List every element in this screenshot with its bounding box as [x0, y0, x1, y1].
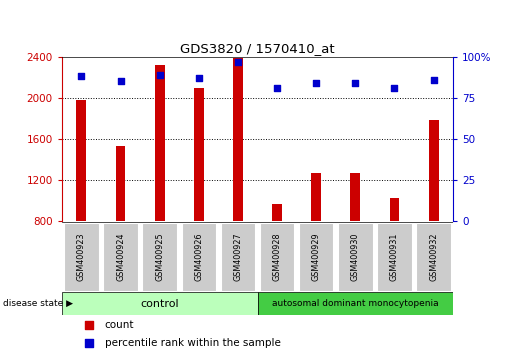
Point: [85, 322, 93, 328]
Point: [273, 85, 281, 91]
Bar: [233, 58, 243, 221]
Text: GSM400932: GSM400932: [429, 232, 438, 281]
Bar: [194, 87, 203, 221]
Bar: [389, 198, 400, 221]
Bar: [76, 100, 86, 221]
Point: [85, 340, 93, 346]
Point: [116, 79, 125, 84]
Point: [312, 80, 320, 86]
Text: GSM400928: GSM400928: [272, 232, 282, 281]
Text: GSM400924: GSM400924: [116, 232, 125, 281]
Bar: [64, 223, 98, 291]
Text: GSM400929: GSM400929: [312, 232, 321, 281]
Point: [195, 75, 203, 81]
Bar: [350, 173, 360, 221]
Bar: [154, 65, 164, 221]
Text: GSM400930: GSM400930: [351, 233, 360, 281]
Point: [234, 59, 242, 64]
Text: GSM400923: GSM400923: [77, 232, 86, 281]
Bar: [143, 223, 177, 291]
Bar: [299, 223, 333, 291]
Bar: [115, 146, 125, 221]
Bar: [377, 223, 411, 291]
Text: count: count: [105, 320, 134, 330]
Text: autosomal dominant monocytopenia: autosomal dominant monocytopenia: [272, 299, 439, 308]
Text: GSM400927: GSM400927: [233, 232, 243, 281]
Bar: [221, 223, 255, 291]
Bar: [260, 223, 294, 291]
Text: disease state ▶: disease state ▶: [3, 299, 73, 308]
Point: [156, 72, 164, 78]
Text: GSM400931: GSM400931: [390, 233, 399, 281]
Bar: [272, 204, 282, 221]
Bar: [258, 292, 453, 315]
Text: GSM400926: GSM400926: [194, 232, 203, 281]
Bar: [311, 173, 321, 221]
Text: control: control: [140, 298, 179, 309]
Bar: [417, 223, 451, 291]
Bar: [104, 223, 138, 291]
Bar: [338, 223, 372, 291]
Text: GSM400925: GSM400925: [155, 232, 164, 281]
Point: [430, 77, 438, 82]
Bar: [428, 120, 438, 221]
Point: [390, 85, 399, 91]
Point: [77, 74, 85, 79]
Title: GDS3820 / 1570410_at: GDS3820 / 1570410_at: [180, 42, 335, 56]
Bar: [182, 223, 216, 291]
Point: [351, 80, 359, 86]
Text: percentile rank within the sample: percentile rank within the sample: [105, 338, 281, 348]
Bar: [62, 292, 258, 315]
